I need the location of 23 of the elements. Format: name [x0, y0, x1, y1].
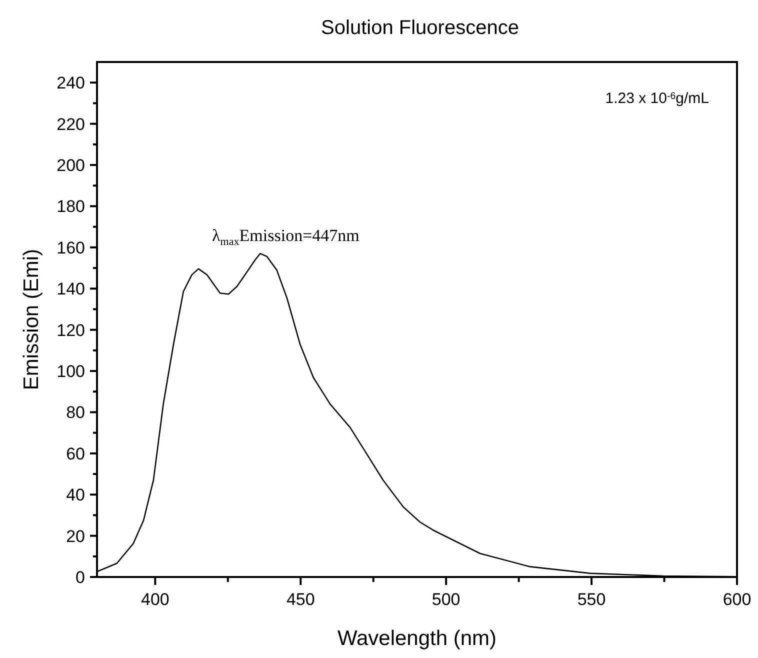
annotation: 1.23 x 10$^{-6}$g/mL [605, 90, 709, 107]
y-tick-label: 160 [56, 238, 85, 258]
y-tick-label: 20 [66, 526, 85, 546]
y-tick-label: 220 [56, 114, 85, 134]
y-tick-label: 140 [56, 280, 85, 299]
y-tick-label: 40 [66, 486, 85, 505]
y-tick-label: 120 [56, 320, 85, 340]
y-tick-label: 100 [56, 362, 85, 381]
y-tick-label: 200 [56, 156, 85, 175]
x-tick-label: 550 [577, 590, 606, 609]
y-axis-title: Emission (Emi) [20, 248, 43, 390]
y-tick-label: 180 [56, 197, 85, 216]
x-axis-title: Wavelength (nm) [337, 627, 497, 650]
y-tick-label: 0 [76, 568, 85, 587]
y-tick-label: 240 [56, 74, 85, 93]
x-tick-label: 500 [432, 590, 460, 609]
x-tick-label: 600 [722, 590, 752, 609]
y-tick-label: 80 [66, 403, 85, 422]
x-tick-label: 400 [140, 590, 170, 609]
chart-title: Solution Fluorescence [321, 17, 519, 39]
x-tick-label: 450 [286, 590, 315, 609]
y-tick-label: 60 [66, 444, 85, 464]
annotation: λ$_{max}$Emission=447nm [212, 226, 360, 248]
